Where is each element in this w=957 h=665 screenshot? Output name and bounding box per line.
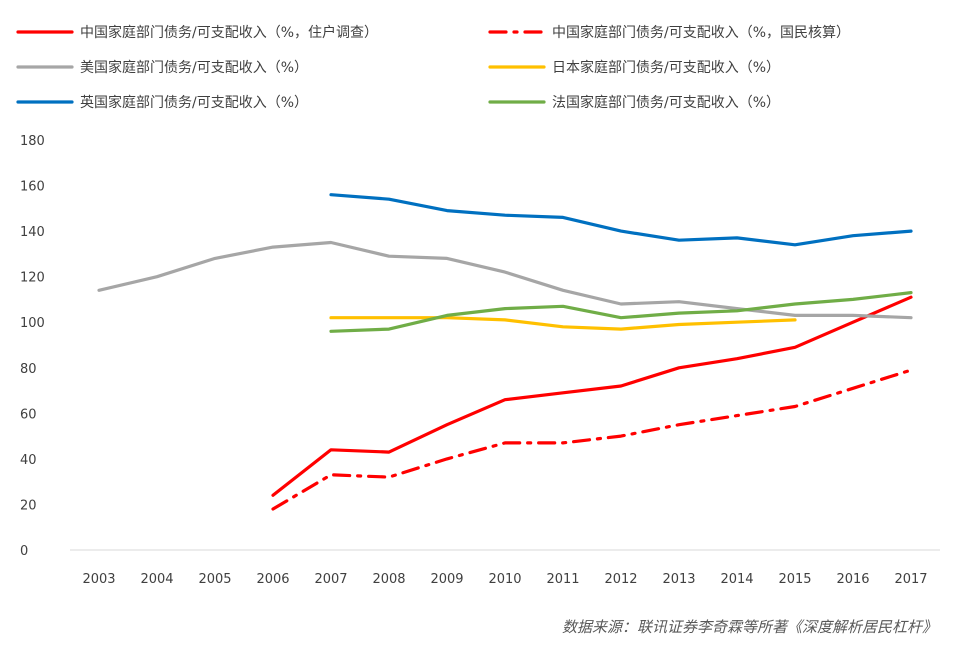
series-line-3	[329, 316, 797, 331]
legend-item-1: 中国家庭部门债务/可支配收入（%，国民核算）	[488, 24, 850, 41]
x-tick-label: 2005	[198, 572, 231, 587]
legend-item-5: 法国家庭部门债务/可支配收入（%）	[488, 94, 780, 111]
x-tick-label: 2013	[662, 572, 695, 587]
x-tick-label: 2011	[546, 572, 579, 587]
y-tick-label: 0	[20, 544, 28, 559]
x-tick-label: 2009	[430, 572, 463, 587]
legend-label: 日本家庭部门债务/可支配收入（%）	[552, 59, 780, 76]
y-tick-label: 120	[20, 271, 45, 286]
legend-item-4: 英国家庭部门债务/可支配收入（%）	[16, 94, 308, 111]
y-tick-label: 160	[20, 180, 45, 195]
y-tick-label: 180	[20, 134, 45, 149]
axes: 0 20 40 60 80 100 120 140 160 180 2003 2004 2005 2006…	[20, 134, 940, 587]
y-tick-label: 100	[20, 316, 45, 331]
legend: 中国家庭部门债务/可支配收入（%，住户调查） 中国家庭部门债务/可支配收入（%，国…	[16, 24, 850, 111]
x-tick-label: 2003	[82, 572, 115, 587]
x-tick-label: 2008	[372, 572, 405, 587]
x-tick-label: 2010	[488, 572, 521, 587]
legend-label: 英国家庭部门债务/可支配收入（%）	[80, 94, 308, 111]
series-line-4	[329, 193, 913, 247]
series-line-0	[271, 295, 913, 497]
x-tick-label: 2004	[140, 572, 173, 587]
series-lines	[97, 193, 913, 511]
x-tick-label: 2007	[314, 572, 347, 587]
y-tick-label: 20	[20, 498, 37, 513]
series-line-2	[97, 240, 913, 320]
series-line-1	[271, 368, 913, 511]
x-tick-label: 2012	[604, 572, 637, 587]
legend-item-0: 中国家庭部门债务/可支配收入（%，住户调查）	[16, 24, 378, 41]
y-tick-label: 60	[20, 407, 37, 422]
y-tick-label: 40	[20, 453, 37, 468]
legend-label: 中国家庭部门债务/可支配收入（%，住户调查）	[80, 24, 378, 41]
x-tick-label: 2017	[894, 572, 927, 587]
legend-item-3: 日本家庭部门债务/可支配收入（%）	[488, 59, 780, 76]
x-tick-label: 2014	[720, 572, 753, 587]
source-note: 数据来源：联讯证券李奇霖等所著《深度解析居民杠杆》	[561, 618, 937, 636]
y-tick-label: 140	[20, 225, 45, 240]
series-line-5	[329, 291, 913, 333]
legend-item-2: 美国家庭部门债务/可支配收入（%）	[16, 59, 308, 76]
y-tick-label: 80	[20, 362, 37, 377]
legend-label: 法国家庭部门债务/可支配收入（%）	[552, 94, 780, 111]
legend-label: 美国家庭部门债务/可支配收入（%）	[80, 59, 308, 76]
x-tick-label: 2015	[778, 572, 811, 587]
x-tick-label: 2006	[256, 572, 289, 587]
legend-label: 中国家庭部门债务/可支配收入（%，国民核算）	[552, 24, 850, 41]
x-tick-label: 2016	[836, 572, 869, 587]
